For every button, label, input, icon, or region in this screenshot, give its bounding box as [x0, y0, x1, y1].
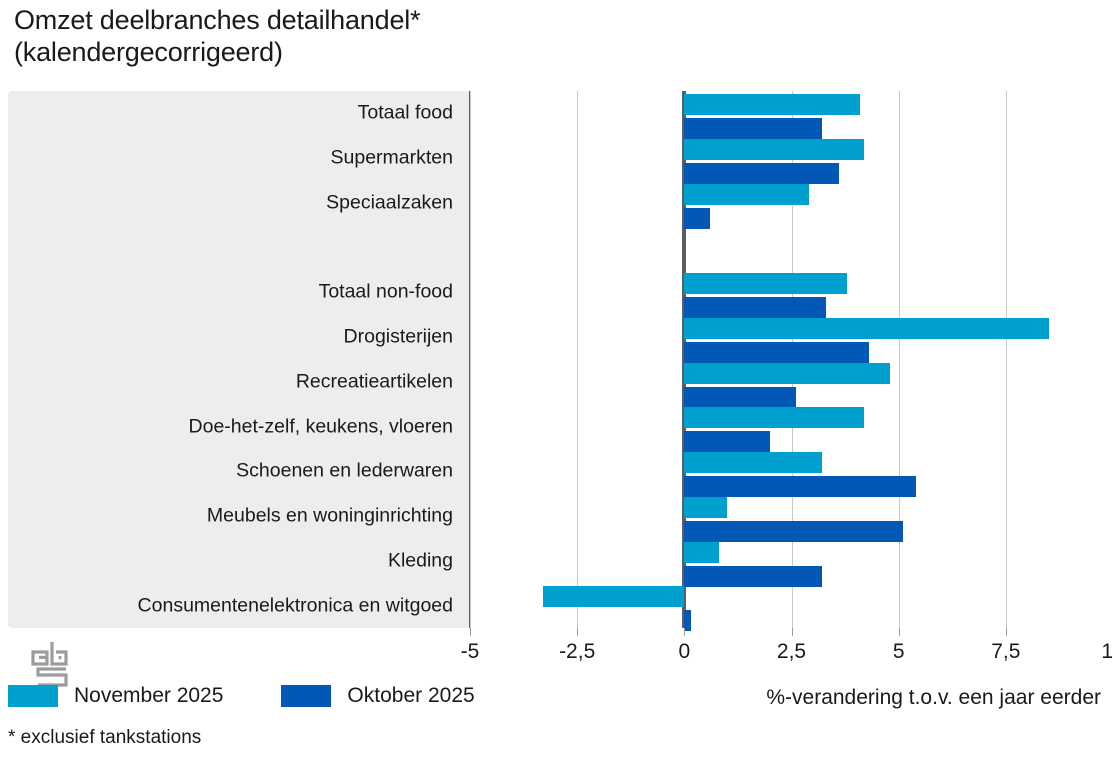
- bar-group: [470, 494, 1113, 542]
- gridline: [1005, 91, 1007, 628]
- bar-group: [470, 136, 1113, 184]
- category-label: Totaal non-food: [318, 280, 453, 303]
- category-label-row: [8, 225, 470, 270]
- bar-group: [470, 91, 1113, 139]
- page-title: Omzet deelbranches detailhandel* (kalend…: [14, 5, 421, 67]
- category-label-row: Speciaalzaken: [8, 181, 470, 226]
- legend-item-oktober[interactable]: Oktober 2025: [281, 684, 475, 708]
- category-label: Consumentenelektronica en witgoed: [137, 594, 453, 617]
- category-label-row: Doe-het-zelf, keukens, vloeren: [8, 404, 470, 449]
- x-axis-ticks: [470, 628, 1113, 636]
- bar-group: [470, 181, 1113, 229]
- category-label: Drogisterijen: [343, 325, 453, 348]
- category-label: Supermarkten: [330, 146, 453, 169]
- bar-group: [470, 404, 1113, 453]
- category-label: Doe-het-zelf, keukens, vloeren: [188, 415, 453, 438]
- gridline: [898, 91, 900, 628]
- tick-mark: [1005, 628, 1007, 636]
- legend-label-oktober: Oktober 2025: [347, 684, 475, 707]
- tick-mark: [577, 628, 579, 636]
- tick-label: 7,5: [991, 640, 1021, 663]
- category-label: Schoenen en lederwaren: [236, 459, 453, 482]
- bar-oktober[interactable]: [684, 520, 903, 542]
- bar-november[interactable]: [684, 362, 891, 384]
- cbs-logo: [31, 642, 68, 687]
- bar-oktober[interactable]: [684, 565, 822, 587]
- tick-label: -2,5: [559, 640, 596, 663]
- bar-group: [470, 270, 1113, 318]
- bar-november[interactable]: [684, 496, 728, 518]
- category-label: Recreatieartikelen: [295, 370, 453, 393]
- tick-label: 0: [678, 640, 691, 663]
- bar-oktober[interactable]: [684, 476, 916, 497]
- category-label-row: Schoenen en lederwaren: [8, 449, 470, 494]
- category-label: Meubels en woninginrichting: [206, 504, 453, 527]
- bar-oktober[interactable]: [684, 207, 711, 229]
- category-label-row: Recreatieartikelen: [8, 360, 470, 405]
- bar-oktober[interactable]: [684, 610, 691, 632]
- bar-november[interactable]: [684, 183, 809, 205]
- bar-oktober[interactable]: [684, 297, 826, 318]
- bar-november[interactable]: [684, 452, 822, 473]
- bar-oktober[interactable]: [684, 162, 839, 184]
- bar-november[interactable]: [684, 273, 848, 294]
- category-label-panel: Totaal food Supermarkten Speciaalzaken Tota…: [8, 91, 470, 687]
- plot-area: [470, 91, 1113, 632]
- bar-november[interactable]: [684, 541, 719, 563]
- bar-oktober[interactable]: [684, 341, 869, 363]
- tick-label: 5: [892, 640, 905, 663]
- legend-label-november: November 2025: [74, 684, 224, 707]
- tick-label: 2,5: [776, 640, 807, 663]
- bar-group: [470, 315, 1113, 363]
- bar-november[interactable]: [684, 94, 861, 115]
- tick-mark: [791, 628, 793, 636]
- bar-group: [470, 449, 1113, 497]
- category-label-row: Consumentenelektronica en witgoed: [8, 583, 470, 628]
- bar-group: [470, 539, 1113, 587]
- x-axis-caption: %-verandering t.o.v. een jaar eerder: [766, 686, 1101, 709]
- category-label-row: Totaal food: [8, 91, 470, 136]
- tick-mark: [684, 628, 686, 636]
- category-label-row: Kleding: [8, 539, 470, 584]
- chart-legend: November 2025 Oktober 2025: [8, 684, 475, 708]
- footnote: * exclusief tankstations: [8, 727, 202, 748]
- tick-label: 10: [1101, 640, 1113, 663]
- bar-november[interactable]: [684, 317, 1049, 339]
- bar-november[interactable]: [542, 586, 685, 608]
- legend-swatch-oktober: [281, 685, 332, 707]
- legend-swatch-november: [8, 685, 58, 707]
- category-label: Totaal food: [357, 101, 453, 124]
- gridline: [577, 91, 579, 628]
- tick-mark: [898, 628, 900, 636]
- bar-group: [470, 583, 1113, 632]
- category-label-row: Drogisterijen: [8, 315, 470, 360]
- category-label-row: Supermarkten: [8, 136, 470, 181]
- category-label-row: Meubels en woninginrichting: [8, 494, 470, 539]
- bar-group: [470, 360, 1113, 408]
- bar-group: [470, 225, 1113, 270]
- bar-oktober[interactable]: [684, 431, 771, 453]
- bar-oktober[interactable]: [684, 386, 796, 408]
- bar-oktober[interactable]: [684, 118, 822, 139]
- category-label: Speciaalzaken: [326, 191, 453, 214]
- bar-november[interactable]: [684, 138, 865, 160]
- bar-november[interactable]: [684, 407, 865, 429]
- tick-mark: [470, 628, 471, 636]
- legend-item-november[interactable]: November 2025: [8, 684, 223, 708]
- category-label-row: Totaal non-food: [8, 270, 470, 315]
- tick-label: -5: [460, 640, 480, 663]
- category-label: Kleding: [387, 549, 453, 572]
- gridline: [470, 91, 471, 628]
